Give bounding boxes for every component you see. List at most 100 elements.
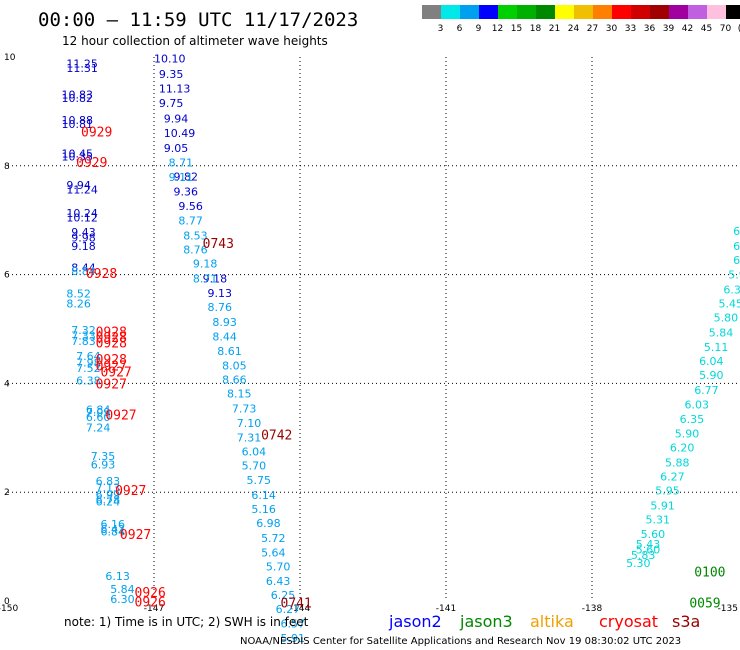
wave-height-label: 9.94	[66, 179, 91, 192]
wave-height-label: 6	[733, 225, 740, 238]
wave-height-label: 7.13	[96, 481, 121, 494]
scale-label: 70	[720, 24, 732, 34]
legend-entry: cryosat	[599, 612, 658, 631]
wave-height-label: 10.12	[66, 211, 98, 224]
scale-swatch	[707, 5, 726, 19]
wave-height-label: 6.98	[256, 517, 281, 530]
wave-height-label: 11.13	[159, 83, 191, 96]
wave-height-label: 6.30	[110, 593, 135, 606]
pass-time-label: 0928	[86, 267, 117, 282]
pass-time-label: 0927	[100, 365, 131, 380]
wave-height-label: 6.27	[660, 470, 685, 483]
wave-height-label: 6.25	[271, 589, 296, 602]
wave-height-label: 7.32	[71, 324, 96, 337]
x-tick-label: -150	[0, 604, 18, 614]
wave-height-label: 9.98	[71, 232, 96, 245]
wave-height-label: 9.35	[159, 68, 184, 81]
chart-title: 00:00 – 11:59 UTC 11/17/2023	[38, 9, 358, 31]
wave-height-label: 8.77	[178, 215, 203, 228]
wave-height-label: 9.11	[169, 171, 194, 184]
scale-swatch	[669, 5, 688, 19]
wave-height-label: 5.64	[261, 547, 286, 560]
wave-height-label: 6.77	[694, 384, 719, 397]
pass-time-label: 0929	[81, 126, 112, 141]
wave-height-label: 8.76	[208, 301, 233, 314]
wave-height-label: 10.81	[62, 118, 94, 131]
wave-height-label: 8.44	[71, 262, 96, 275]
wave-height-label: 6.04	[699, 355, 724, 368]
wave-height-label: 7.52	[76, 362, 101, 375]
y-tick-label: 4	[4, 379, 10, 389]
x-tick-label: -141	[436, 604, 456, 614]
wave-height-label: 9.82	[173, 171, 198, 184]
wave-height-label: 5.31	[646, 513, 671, 526]
scale-swatch	[631, 5, 650, 19]
pass-time-label: 0927	[96, 359, 127, 374]
wave-height-label: 10.10	[154, 53, 186, 66]
wave-height-label: 5.16	[251, 503, 275, 516]
scale-swatch	[650, 5, 669, 19]
wave-height-label: 5.70	[266, 561, 291, 574]
pass-time-label: 0100	[694, 566, 725, 581]
wave-height-label: 8.93	[212, 316, 237, 329]
wave-height-label: 6.84	[100, 525, 125, 538]
pass-time-label: 0927	[120, 528, 151, 543]
scale-label: 39	[663, 24, 675, 34]
wave-height-label: 8.76	[183, 244, 208, 257]
wave-height-label: 10.88	[62, 114, 94, 127]
pass-time-label: 0927	[105, 408, 136, 423]
y-tick-label: 0	[4, 597, 10, 607]
wave-height-label: 8.66	[222, 374, 247, 387]
wave-height-label: 10.24	[66, 207, 98, 220]
x-axis-ticks: -150 -147 -144 -141 -138 -135	[0, 604, 738, 614]
wave-height-label: 6.38	[76, 375, 101, 388]
wave-height-label: 5.84	[709, 326, 734, 339]
x-tick-label: -135	[718, 604, 738, 614]
wave-height-label: 9.18	[193, 258, 218, 271]
wave-height-label: 6.99	[96, 488, 121, 501]
wave-height-label: 9.43	[71, 226, 96, 239]
y-axis-ticks: 0 2 4 6 8 10	[4, 53, 16, 607]
wave-height-label: 6.24	[96, 495, 121, 508]
wave-height-label: 6.42	[100, 523, 125, 536]
wave-height-label: 6.16	[100, 518, 125, 531]
wave-height-label: 8.05	[222, 359, 247, 372]
wave-height-label: 5.80	[714, 312, 739, 325]
wave-height-label: 6.14	[251, 489, 275, 502]
wave-height-label: 6.84	[86, 404, 111, 417]
scale-swatch	[536, 5, 555, 19]
wave-height-label: 8.15	[227, 388, 252, 401]
scale-swatch	[479, 5, 498, 19]
wave-height-label: 8.26	[66, 297, 91, 310]
wave-height-label: 7.64	[76, 350, 101, 363]
wave-height-label: 7.35	[91, 450, 116, 463]
wave-height-label: 8.84	[71, 265, 96, 278]
wave-height-label: 7.83	[71, 335, 96, 348]
scale-swatch	[593, 5, 612, 19]
wave-height-label: 11.31	[66, 62, 98, 75]
wave-height-label: 5.72	[261, 532, 286, 545]
scale-label: 6	[457, 24, 463, 34]
scale-swatch	[517, 5, 536, 19]
chart-subtitle: 12 hour collection of altimeter wave hei…	[62, 34, 328, 48]
wave-height-label: 5.9	[728, 269, 740, 282]
wave-height-label: 5.91	[650, 499, 675, 512]
wave-height-label: 5.95	[655, 485, 680, 498]
pass-time-label: 0929	[76, 156, 107, 171]
wave-height-label: 6.20	[670, 442, 695, 455]
wave-height-label: 6.60	[86, 411, 111, 424]
wave-height-label: 7.98	[76, 357, 101, 370]
scale-label: 21	[549, 24, 560, 34]
pass-time-label: 0927	[96, 377, 127, 392]
scale-label: 18	[530, 24, 542, 34]
wave-height-label: 8.44	[212, 331, 237, 344]
y-tick-label: 10	[4, 53, 16, 63]
pass-time-label: 0742	[261, 429, 292, 444]
wave-height-label: 8.53	[183, 229, 208, 242]
wave-height-label: 9.05	[164, 142, 189, 155]
scale-swatch	[441, 5, 460, 19]
pass-time-label: 0741	[281, 597, 312, 612]
scale-label: (ft)	[738, 24, 740, 34]
